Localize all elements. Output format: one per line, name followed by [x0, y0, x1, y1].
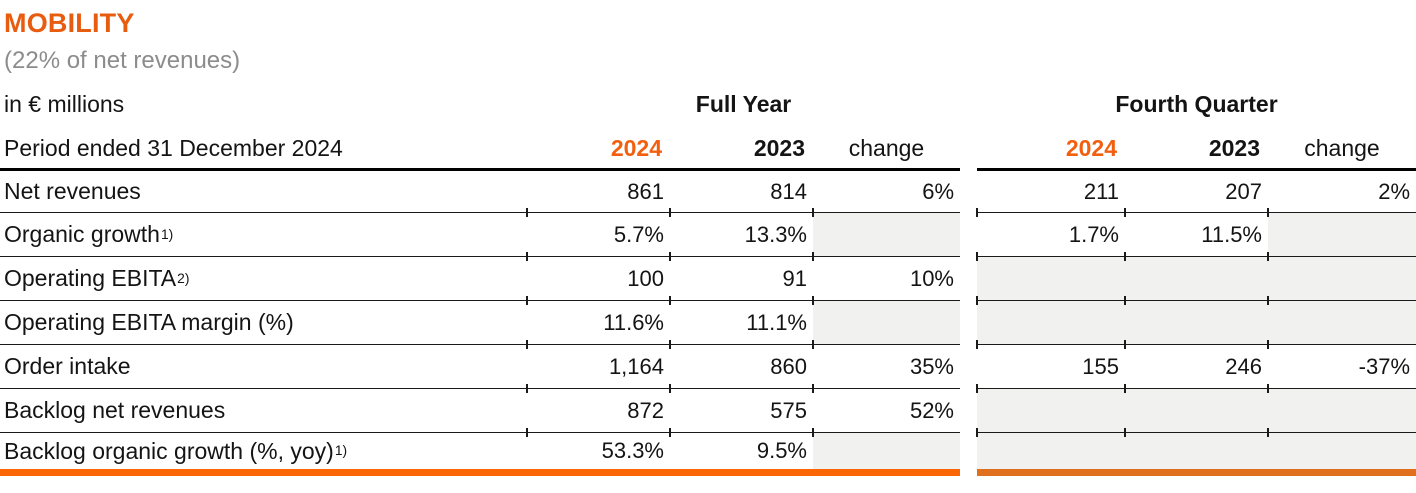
cell-q4-change: [1267, 428, 1416, 476]
table-column-header-row: Period ended 31 December 2024 2024 2023 …: [0, 128, 1416, 168]
subtitle-share-of-net-revenues: (22% of net revenues): [4, 47, 241, 74]
cell-fy-change: 6%: [813, 168, 960, 212]
unit-label: in € millions: [4, 90, 125, 117]
cell-fy-2024: 872: [526, 384, 670, 432]
col-header-fy-change: change: [848, 134, 925, 161]
table-gap: [960, 388, 977, 432]
group-header-full-year: Full Year: [695, 90, 792, 117]
row-label-text: Organic growth: [4, 221, 160, 247]
row-label: Backlog organic growth (%, yoy) 1): [0, 432, 527, 476]
cell-fy-change: [812, 208, 960, 256]
cell-q4-2023: [1124, 428, 1268, 476]
cell-q4-2023: [1124, 252, 1268, 300]
cell-q4-2024: [976, 296, 1125, 344]
table-gap: [960, 212, 977, 256]
cell-fy-2024: 53.3%: [526, 428, 670, 476]
cell-fy-2024: 11.6%: [526, 296, 670, 344]
cell-q4-2024: [976, 384, 1125, 432]
table-group-header-row: in € millions Full Year Fourth Quarter: [0, 80, 1416, 128]
cell-fy-change: [812, 296, 960, 344]
table-gap: [960, 256, 977, 300]
cell-fy-2023: 13.3%: [669, 208, 813, 256]
col-header-fy-2023: 2023: [753, 134, 805, 161]
cell-fy-2024: 861: [527, 168, 670, 212]
cell-q4-change: 2%: [1268, 168, 1416, 212]
row-label-text: Operating EBITA margin (%): [4, 309, 294, 335]
row-label-text: Net revenues: [4, 178, 141, 204]
cell-fy-2023: 9.5%: [669, 428, 813, 476]
cell-q4-2023: [1124, 296, 1268, 344]
row-label-text: Operating EBITA: [4, 265, 177, 291]
cell-fy-change: [812, 428, 960, 476]
cell-fy-change: 52%: [812, 384, 960, 432]
cell-q4-2023: 246: [1124, 340, 1268, 388]
cell-q4-change: [1267, 384, 1416, 432]
table-gap: [960, 128, 977, 168]
table-gap: [960, 300, 977, 344]
cell-fy-change: 35%: [812, 340, 960, 388]
cell-fy-2023: 860: [669, 340, 813, 388]
cell-fy-2023: 814: [670, 168, 813, 212]
row-label-text: Backlog net revenues: [4, 397, 226, 423]
table-body: Net revenues 861 814 6% 211 207 2% Organ…: [0, 168, 1416, 476]
cell-q4-change: [1267, 252, 1416, 300]
cell-q4-2024: 1.7%: [976, 208, 1125, 256]
cell-fy-2023: 91: [669, 252, 813, 300]
col-header-q4-2024: 2024: [1065, 134, 1117, 161]
cell-q4-change: [1267, 208, 1416, 256]
row-label-text: Order intake: [4, 353, 131, 379]
col-header-q4-change: change: [1304, 134, 1380, 161]
col-header-fy-2024: 2024: [610, 134, 662, 161]
cell-q4-2023: [1124, 384, 1268, 432]
cell-fy-change: 10%: [812, 252, 960, 300]
cell-q4-2024: [976, 428, 1125, 476]
cell-fy-2024: 100: [526, 252, 670, 300]
table-gap: [960, 168, 977, 212]
row-label: Operating EBITA 2): [0, 256, 527, 300]
cell-q4-change: -37%: [1267, 340, 1416, 388]
cell-fy-2024: 5.7%: [526, 208, 670, 256]
period-label: Period ended 31 December 2024: [4, 134, 343, 161]
cell-fy-2024: 1,164: [526, 340, 670, 388]
cell-q4-2024: 211: [977, 168, 1125, 212]
col-header-q4-2023: 2023: [1208, 134, 1260, 161]
row-label: Backlog net revenues: [0, 388, 527, 432]
cell-q4-2023: 207: [1125, 168, 1268, 212]
table-gap: [960, 344, 977, 388]
cell-fy-2023: 575: [669, 384, 813, 432]
row-label: Operating EBITA margin (%): [0, 300, 527, 344]
row-label-text: Backlog organic growth (%, yoy): [4, 437, 334, 464]
group-header-fourth-quarter: Fourth Quarter: [1115, 90, 1278, 117]
cell-q4-2024: [976, 252, 1125, 300]
row-label: Organic growth 1): [0, 212, 527, 256]
table-gap: [960, 80, 977, 128]
row-label: Net revenues: [0, 168, 527, 212]
row-label: Order intake: [0, 344, 527, 388]
cell-q4-2023: 11.5%: [1124, 208, 1268, 256]
cell-fy-2023: 11.1%: [669, 296, 813, 344]
page-title: MOBILITY: [4, 8, 135, 38]
cell-q4-change: [1267, 296, 1416, 344]
table-gap: [960, 432, 977, 476]
cell-q4-2024: 155: [976, 340, 1125, 388]
